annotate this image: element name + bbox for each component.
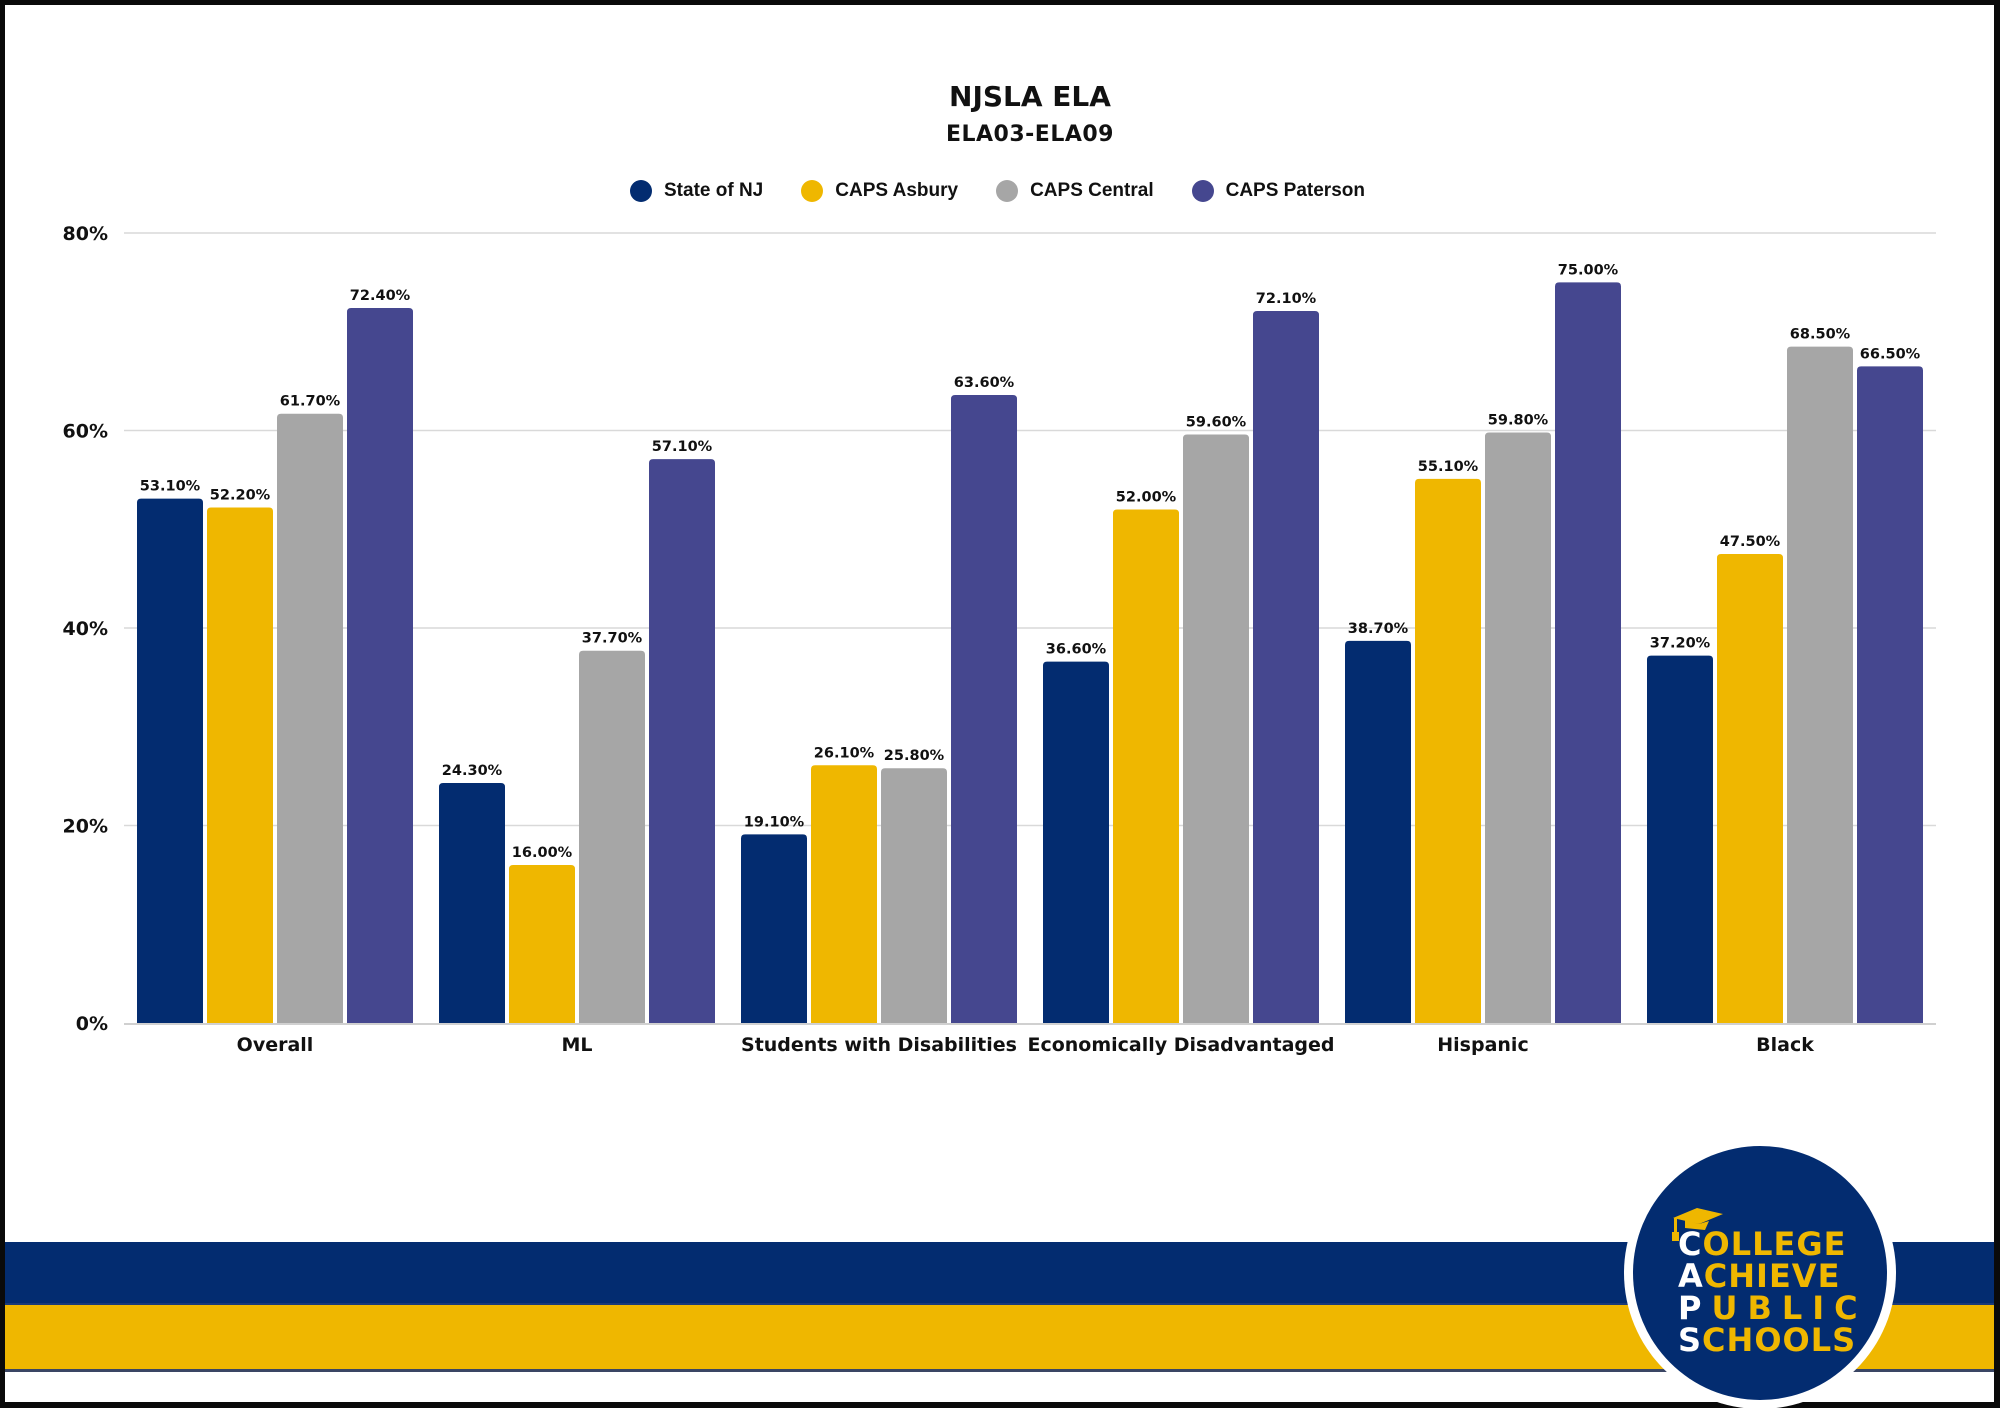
bar (1253, 311, 1319, 1023)
y-tick-label: 0% (76, 1013, 108, 1035)
y-tick-label: 80% (63, 223, 108, 245)
logo-word: CHIEVE (1703, 1257, 1841, 1295)
logo-initial: A (1678, 1257, 1704, 1295)
bar (1043, 661, 1109, 1023)
bar (1787, 346, 1853, 1023)
legend-swatch (1191, 180, 1214, 202)
bar (1857, 366, 1923, 1023)
y-axis-ticks: 0% 20% 40% 60% 80% (63, 223, 108, 1035)
data-label: 57.10% (652, 439, 713, 455)
logo-initial: S (1678, 1321, 1703, 1359)
bar (137, 498, 203, 1023)
logo-word: OLLEGE (1702, 1225, 1847, 1263)
logo-word: CHOOLS (1702, 1321, 1857, 1359)
bar (1113, 509, 1179, 1023)
logo-initial: C (1678, 1225, 1703, 1263)
y-tick-label: 40% (63, 618, 108, 640)
data-label: 37.20% (1650, 636, 1711, 652)
bars (137, 282, 1923, 1024)
legend-item-caps-asbury: CAPS Asbury (801, 180, 958, 202)
data-label: 72.10% (1256, 291, 1317, 307)
logo-wordmark: COLLEGE ACHIEVE PUBLIC SCHOOLS (1678, 1228, 1868, 1356)
data-label: 19.10% (744, 814, 805, 830)
chart-title: NJSLA ELA (949, 80, 1111, 113)
bar-chart: 0% 20% 40% 60% 80% 53.10% 52.20% 61.70% 72.40% 2… (63, 223, 1936, 1056)
logo-word: UBLIC (1711, 1289, 1868, 1327)
data-label: 26.10% (814, 745, 875, 761)
data-labels: 53.10% 52.20% 61.70% 72.40% 24.30% 16.00% 37.7… (140, 262, 1921, 861)
legend-item-caps-central: CAPS Central (996, 180, 1154, 202)
data-label: 61.70% (280, 394, 341, 410)
x-tick-label: Black (1756, 1034, 1814, 1056)
bar (207, 507, 273, 1023)
data-label: 16.00% (512, 845, 573, 861)
data-label: 55.10% (1418, 459, 1479, 475)
bar (1647, 655, 1713, 1023)
bar (811, 765, 877, 1023)
x-tick-label: Hispanic (1437, 1034, 1528, 1056)
data-label: 59.60% (1186, 414, 1247, 430)
data-label: 24.30% (442, 763, 503, 779)
legend-swatch (630, 180, 652, 202)
legend-label: CAPS Paterson (1225, 180, 1365, 201)
legend-label: CAPS Central (1030, 180, 1154, 201)
logo-line-college: COLLEGE (1678, 1228, 1868, 1260)
data-label: 75.00% (1558, 262, 1619, 278)
graduation-cap-icon (1672, 1208, 1723, 1241)
data-label: 38.70% (1348, 621, 1409, 637)
bar (439, 783, 505, 1023)
logo-line-achieve: ACHIEVE (1678, 1260, 1868, 1292)
x-tick-label: Students with Disabilities (741, 1034, 1017, 1056)
data-label: 68.50% (1790, 327, 1851, 343)
y-tick-label: 20% (63, 816, 108, 838)
bar (1183, 434, 1249, 1023)
bar (1415, 478, 1481, 1023)
caps-logo: COLLEGE ACHIEVE PUBLIC SCHOOLS (1624, 1137, 1896, 1409)
x-tick-label: Overall (237, 1034, 314, 1056)
bar (1555, 282, 1621, 1023)
bar (1717, 553, 1783, 1023)
legend-swatch (996, 180, 1019, 202)
logo-circle: COLLEGE ACHIEVE PUBLIC SCHOOLS (1633, 1146, 1887, 1400)
bar (509, 865, 575, 1023)
x-tick-label: ML (561, 1034, 592, 1056)
y-tick-label: 60% (63, 421, 108, 443)
data-label: 53.10% (140, 479, 201, 495)
bar (881, 768, 947, 1023)
data-label: 52.00% (1116, 490, 1177, 506)
chart-subtitle: ELA03-ELA09 (945, 122, 1114, 147)
bar (579, 650, 645, 1023)
data-label: 36.60% (1046, 642, 1107, 658)
bar (741, 834, 807, 1023)
bar (1345, 640, 1411, 1023)
legend-label: State of NJ (664, 180, 764, 201)
logo-initial: P (1678, 1289, 1712, 1327)
legend-label: CAPS Asbury (835, 180, 959, 201)
bar (649, 459, 715, 1023)
x-tick-label: Economically Disadvantaged (1027, 1034, 1334, 1056)
data-label: 66.50% (1860, 346, 1921, 362)
bar (347, 308, 413, 1023)
bar (277, 413, 343, 1023)
data-label: 63.60% (954, 375, 1015, 391)
chart-legend: State of NJ CAPS Asbury CAPS Central CAP… (630, 180, 1403, 202)
bar (1485, 432, 1551, 1024)
logo-line-public: PUBLIC (1678, 1292, 1868, 1324)
data-label: 47.50% (1720, 534, 1781, 550)
data-label: 37.70% (582, 631, 643, 647)
legend-item-caps-paterson: CAPS Paterson (1191, 180, 1365, 202)
legend-swatch (801, 180, 824, 202)
data-label: 25.80% (884, 748, 945, 764)
logo-line-schools: SCHOOLS (1678, 1324, 1868, 1356)
data-label: 52.20% (210, 488, 271, 504)
data-label: 59.80% (1488, 412, 1549, 428)
legend-item-state-of-nj: State of NJ (630, 180, 763, 202)
gridlines (124, 232, 1936, 1025)
x-axis-labels: Overall ML Students with Disabilities Econo… (237, 1034, 1815, 1056)
bar (951, 394, 1017, 1023)
data-label: 72.40% (350, 288, 411, 304)
